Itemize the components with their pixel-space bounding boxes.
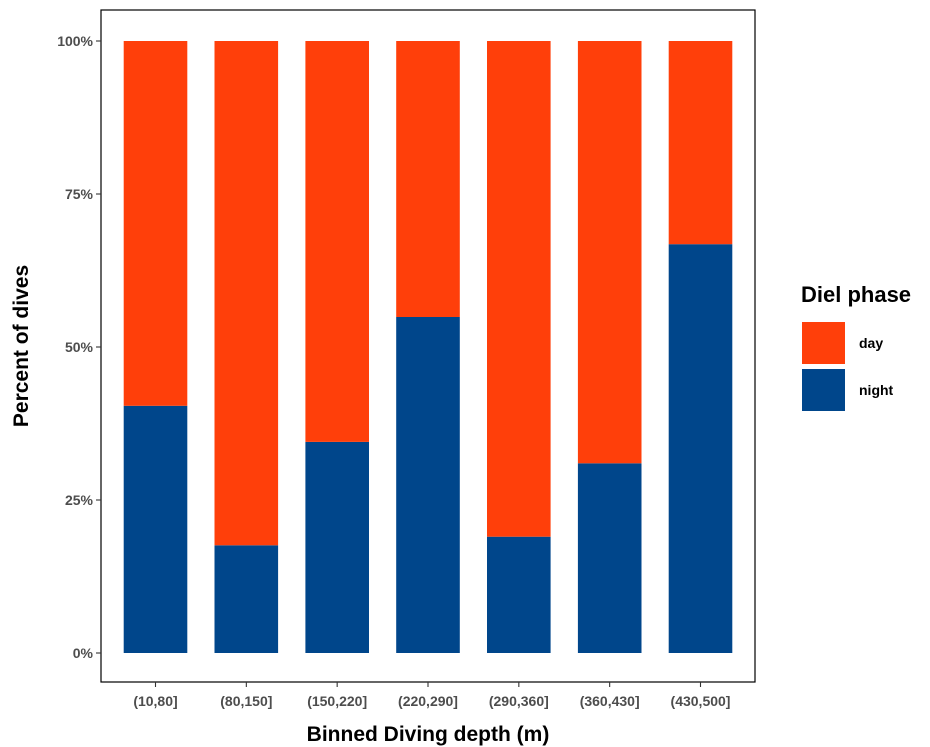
bar-night-1 [123,405,188,653]
bar-night-4 [396,317,460,653]
legend-title: Diel phase [801,282,911,307]
legend-label-day: day [859,335,883,351]
x-axis: (10,80] (80,150] (150,220] (220,290] (290,36… [133,682,730,709]
x-tick-label: (220,290] [398,693,458,709]
bars-group [123,41,733,653]
x-tick-label: (430,500] [671,693,731,709]
legend-label-night: night [859,382,894,398]
bar-night-3 [305,441,369,653]
bar-night-2 [214,545,279,653]
x-tick-label: (10,80] [133,693,177,709]
bar-day-5 [487,41,551,537]
legend-swatch-night [802,369,845,411]
y-tick-label: 0% [73,645,94,661]
bar-day-1 [123,41,188,406]
legend-swatch-day [802,322,845,364]
bar-day-2 [214,41,279,546]
bar-day-3 [305,41,369,442]
x-tick-label: (80,150] [220,693,272,709]
bar-day-6 [577,41,642,464]
x-axis-title: Binned Diving depth (m) [307,723,550,746]
bar-night-5 [487,536,551,653]
y-tick-label: 25% [65,492,94,508]
y-axis: 0% 25% 50% 75% 100% [57,33,101,661]
y-tick-label: 75% [65,186,94,202]
bar-day-4 [396,41,460,317]
x-tick-label: (360,430] [580,693,640,709]
x-tick-label: (150,220] [307,693,367,709]
legend: Diel phase day night [801,282,911,411]
y-tick-label: 50% [65,339,94,355]
x-tick-label: (290,360] [489,693,549,709]
y-axis-title: Percent of dives [10,265,33,427]
y-tick-label: 100% [57,33,93,49]
bar-night-7 [668,244,733,653]
bar-night-6 [577,463,642,653]
bar-day-7 [668,41,733,245]
